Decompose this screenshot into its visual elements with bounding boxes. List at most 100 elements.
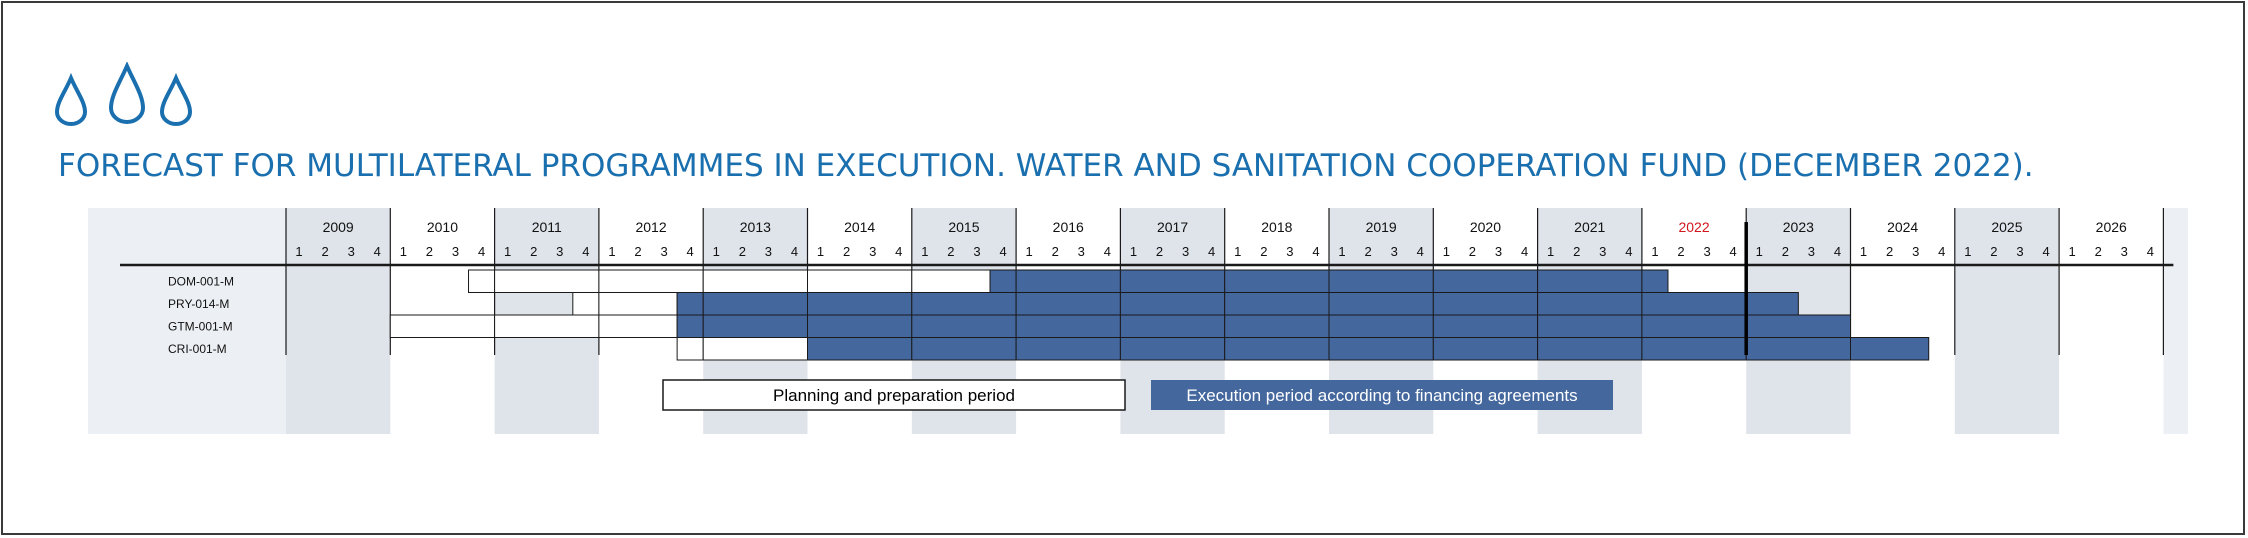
execution-segment (1641, 314, 1747, 338)
programme-label: CRI-001-M (168, 342, 227, 356)
planning-segment (598, 269, 704, 293)
execution-segment (702, 292, 809, 316)
execution-segment (1537, 337, 1643, 361)
year-label: 2014 (844, 219, 875, 235)
quarter-label: 3 (1286, 244, 1293, 259)
quarter-label: 4 (895, 244, 902, 259)
quarter-label: 3 (1078, 244, 1085, 259)
execution-segment (911, 314, 1017, 338)
execution-segment (1015, 337, 1121, 361)
planning-bar (468, 269, 991, 293)
execution-segment (1537, 292, 1643, 316)
execution-bar (676, 292, 1799, 316)
execution-segment (911, 337, 1017, 361)
quarter-label: 4 (2042, 244, 2049, 259)
planning-segment (702, 269, 809, 293)
quarter-label: 4 (1730, 244, 1737, 259)
year-label: 2023 (1783, 219, 1814, 235)
quarter-label: 3 (973, 244, 980, 259)
execution-segment (1224, 337, 1330, 361)
quarter-label: 1 (817, 244, 824, 259)
planning-segment (676, 337, 704, 361)
chart-title: FORECAST FOR MULTILATERAL PROGRAMMES IN … (58, 148, 2034, 184)
execution-segment (1119, 269, 1226, 293)
quarter-label: 3 (452, 244, 459, 259)
planning-segment (598, 314, 678, 338)
quarter-label: 3 (1808, 244, 1815, 259)
quarter-label: 2 (1573, 244, 1580, 259)
quarter-label: 4 (1834, 244, 1841, 259)
year-label: 2018 (1261, 219, 1292, 235)
quarter-label: 3 (765, 244, 772, 259)
legend-label-planning: Planning and preparation period (773, 386, 1015, 405)
year-label: 2025 (1991, 219, 2022, 235)
execution-segment (1641, 269, 1669, 293)
legend-swatch-execution (1151, 380, 1613, 410)
execution-segment (1224, 292, 1330, 316)
planning-bar (676, 337, 809, 361)
programme-label: DOM-001-M (168, 274, 234, 288)
execution-segment (1432, 337, 1539, 361)
quarter-label: 1 (1756, 244, 1763, 259)
quarter-label: 3 (869, 244, 876, 259)
quarter-label: 1 (400, 244, 407, 259)
quarter-label: 3 (660, 244, 667, 259)
execution-segment (1328, 337, 1434, 361)
quarter-label: 1 (1651, 244, 1658, 259)
quarter-label: 3 (348, 244, 355, 259)
execution-segment (1224, 269, 1330, 293)
quarter-label: 2 (739, 244, 746, 259)
programme-label: GTM-001-M (168, 319, 233, 333)
year-label: 2024 (1887, 219, 1918, 235)
planning-bar (572, 292, 678, 316)
planning-segment (468, 269, 496, 293)
year-label: 2011 (532, 219, 562, 235)
quarter-label: 3 (1912, 244, 1919, 259)
quarter-label: 1 (1860, 244, 1867, 259)
quarter-label: 3 (2016, 244, 2023, 259)
quarter-label: 2 (1156, 244, 1163, 259)
year-column-shade (1954, 208, 2060, 434)
quarter-label: 1 (504, 244, 511, 259)
execution-segment (807, 337, 913, 361)
execution-segment (1015, 269, 1121, 293)
quarter-label: 1 (713, 244, 720, 259)
execution-segment (1119, 337, 1226, 361)
quarter-label: 2 (426, 244, 433, 259)
year-label: 2019 (1366, 219, 1397, 235)
execution-segment (807, 292, 913, 316)
year-label: 2015 (948, 219, 979, 235)
execution-segment (1432, 292, 1539, 316)
quarter-label: 2 (321, 244, 328, 259)
execution-segment (1745, 314, 1851, 338)
legend-item-execution: Execution period according to financing … (1151, 380, 1613, 410)
legend-swatch-planning (662, 379, 1126, 411)
quarter-label: 4 (582, 244, 589, 259)
year-label: 2026 (2096, 219, 2127, 235)
quarter-label: 4 (687, 244, 694, 259)
quarter-label: 4 (1312, 244, 1319, 259)
planning-bar (389, 314, 678, 338)
year-label: 2012 (635, 219, 666, 235)
execution-segment (1432, 314, 1539, 338)
quarter-label: 1 (1547, 244, 1554, 259)
execution-segment (1641, 337, 1747, 361)
execution-bar (989, 269, 1669, 293)
execution-segment (1328, 314, 1434, 338)
planning-segment (702, 337, 809, 361)
quarter-label: 1 (921, 244, 928, 259)
quarter-label: 2 (843, 244, 850, 259)
quarter-label: 2 (1469, 244, 1476, 259)
year-label: 2022 (1678, 219, 1709, 235)
water-drops-icon (55, 62, 193, 126)
legend-label-execution: Execution period according to financing … (1186, 386, 1577, 405)
quarter-label: 4 (1208, 244, 1215, 259)
execution-segment (1015, 314, 1121, 338)
year-label: 2016 (1053, 219, 1084, 235)
quarter-label: 4 (1104, 244, 1111, 259)
execution-segment (1745, 337, 1851, 361)
planning-segment (598, 292, 678, 316)
quarter-label: 2 (1364, 244, 1371, 259)
year-column-shade (286, 208, 391, 434)
year-label: 2017 (1157, 219, 1188, 235)
